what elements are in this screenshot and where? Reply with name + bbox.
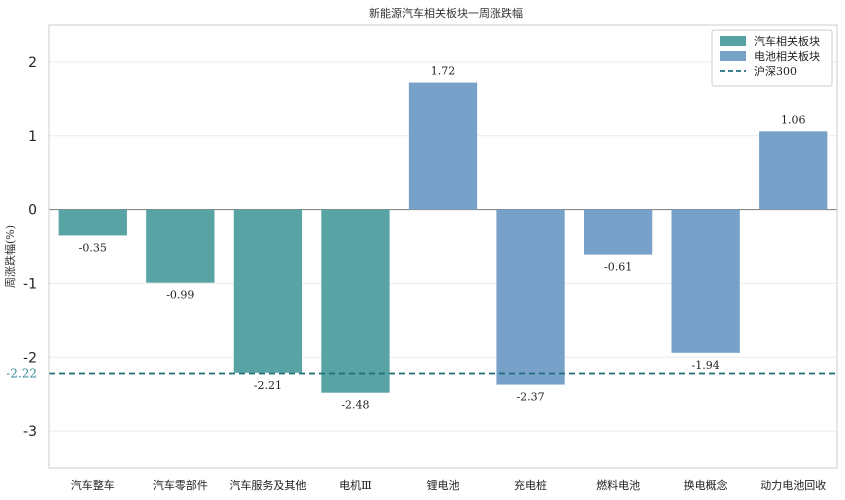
x-tick-label: 汽车服务及其他 [229,478,306,492]
x-tick-label: 电机Ⅲ [339,478,372,492]
chart-title: 新能源汽车相关板块一周涨跌幅 [369,6,523,20]
bar-1 [58,209,127,236]
bar-7 [583,209,653,255]
x-tick-label: 动力电池回收 [760,478,826,492]
bar-4 [321,209,390,393]
data-labels: -0.35 -0.99 -2.21 -2.48 1.72 -2.37 -0.61 -1.94 1… [79,65,806,412]
legend-label: 电池相关板块 [754,49,820,63]
y-tick-label: 0 [28,203,37,219]
bar-5 [408,82,478,210]
x-tick-label: 锂电池 [427,478,460,492]
legend-label: 汽车相关板块 [754,34,820,48]
y-axis-label: 周涨跌幅(%) [3,225,17,288]
data-label: -2.21 [254,379,282,392]
x-tick-label: 汽车整车 [71,478,115,492]
legend-swatch [720,36,746,46]
y-tick-label: 2 [28,55,37,71]
plot-frame [48,24,838,469]
legend-label: 沪深300 [754,64,797,78]
data-label: -2.48 [341,399,369,412]
bar-8 [671,209,740,353]
data-label: 1.06 [781,113,806,126]
y-axis-ticks: -3 -2 -1 0 1 2 [23,55,37,440]
legend-swatch [720,51,746,61]
bar-6 [496,209,565,385]
bar-2 [146,209,215,283]
y-tick-label: 1 [28,129,37,145]
data-label: -0.35 [79,241,107,254]
reference-line-label: -2.22 [6,366,37,380]
data-label: -1.94 [692,359,720,372]
y-tick-label: -1 [23,276,37,292]
x-tick-label: 燃料电池 [596,478,640,492]
data-label: -2.37 [516,391,544,404]
x-tick-label: 汽车零部件 [153,478,208,492]
data-label: -0.99 [166,289,194,302]
x-axis-ticks: 汽车整车 汽车零部件 汽车服务及其他 电机Ⅲ 锂电池 充电桩 燃料电池 换电概念 动力电池回收 [71,478,826,492]
bar-3 [233,209,303,373]
data-label: 1.72 [431,65,456,78]
data-label: -0.61 [604,261,632,274]
bar-9 [759,131,828,210]
bars [58,82,828,393]
x-tick-label: 充电桩 [514,478,547,492]
y-tick-label: -2 [23,350,37,366]
x-tick-label: 换电概念 [684,478,728,492]
reference-line-group: -2.22 [6,366,837,380]
y-tick-label: -3 [23,424,37,440]
